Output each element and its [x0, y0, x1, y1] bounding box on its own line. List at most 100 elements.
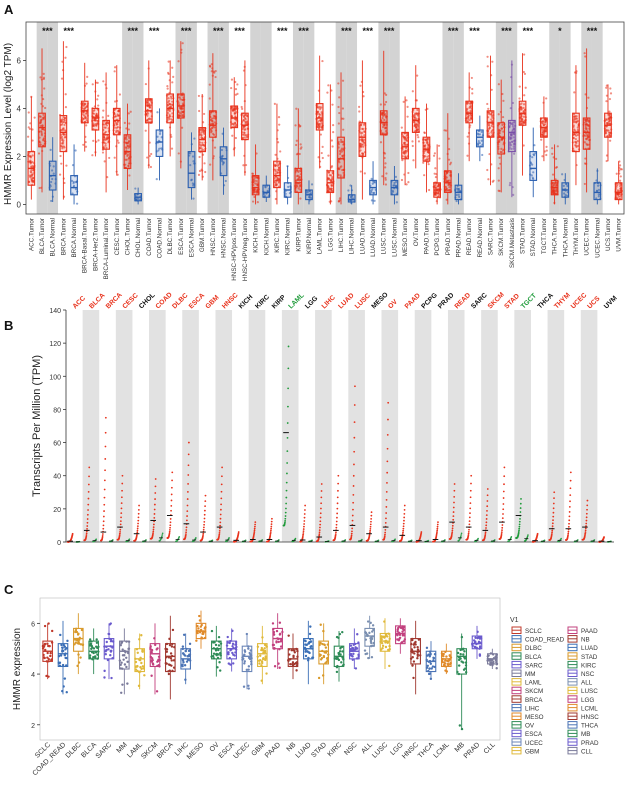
- data-point: [545, 149, 548, 152]
- tumor-point: [320, 490, 323, 492]
- data-point: [168, 115, 171, 118]
- x-tick-label: NB: [286, 741, 298, 753]
- data-point: [95, 114, 99, 118]
- box: [358, 122, 367, 157]
- tumor-point: [120, 502, 123, 505]
- tumor-point: [119, 528, 122, 531]
- x-tick-label: PRAD.Tumor: [445, 218, 452, 255]
- data-point: [126, 144, 129, 148]
- y-axis-title: HMMR expression: [12, 628, 23, 710]
- tumor-point: [87, 509, 89, 511]
- tumor-point: [517, 531, 520, 533]
- x-tick-label: READ.Normal: [477, 218, 484, 258]
- tumor-point: [136, 527, 139, 530]
- x-tick-label: KIRC: [327, 741, 344, 758]
- tumor-point: [352, 485, 355, 487]
- data-point: [498, 156, 501, 159]
- data-point: [605, 86, 608, 89]
- tumor-point: [185, 526, 188, 529]
- data-point: [63, 645, 67, 648]
- data-point: [91, 83, 94, 86]
- tumor-point: [369, 525, 372, 528]
- tumor-point: [152, 532, 154, 534]
- tumor-point: [287, 367, 290, 370]
- y-tick-label: 100: [49, 374, 61, 381]
- data-point: [170, 135, 173, 138]
- tumor-point: [569, 479, 572, 482]
- data-point: [327, 171, 330, 174]
- shade-band: [303, 22, 315, 214]
- cancer-label: BLCA: [88, 292, 106, 310]
- tumor-point: [551, 525, 554, 528]
- tumor-point: [370, 514, 373, 517]
- data-point: [337, 653, 341, 656]
- data-point: [171, 100, 174, 103]
- data-point: [167, 109, 170, 112]
- data-point: [583, 182, 586, 186]
- tumor-point: [302, 532, 305, 534]
- tumor-point: [452, 515, 455, 518]
- data-point: [241, 107, 244, 110]
- data-point: [227, 662, 231, 665]
- tumor-point: [320, 496, 323, 499]
- data-point: [146, 104, 149, 107]
- data-point: [96, 81, 99, 84]
- tumor-point: [335, 526, 338, 529]
- tumor-point: [202, 532, 205, 535]
- data-point: [360, 143, 363, 146]
- data-point: [358, 110, 361, 113]
- data-point: [501, 115, 505, 119]
- significance-stars: ***: [587, 26, 598, 36]
- data-point: [208, 83, 211, 86]
- data-point: [214, 75, 217, 79]
- tumor-point: [152, 528, 155, 531]
- box: [337, 136, 345, 179]
- data-point: [93, 124, 96, 127]
- tumor-point: [351, 514, 354, 517]
- tumor-point: [335, 520, 338, 523]
- data-point: [84, 145, 88, 148]
- x-tick-label: PRAD.Normal: [455, 218, 462, 258]
- data-point: [117, 141, 120, 144]
- data-point: [318, 126, 321, 129]
- data-point: [181, 111, 185, 114]
- significance-stars: ***: [448, 26, 459, 36]
- data-point: [212, 654, 215, 658]
- tumor-point: [569, 494, 572, 496]
- data-point: [74, 149, 77, 152]
- data-point: [236, 92, 239, 95]
- data-point: [261, 661, 264, 665]
- tumor-point: [451, 524, 454, 527]
- data-point: [338, 96, 341, 99]
- tumor-point: [585, 512, 588, 515]
- tumor-point: [218, 531, 221, 534]
- data-point: [328, 187, 331, 191]
- data-point: [210, 63, 213, 66]
- data-point: [155, 648, 158, 651]
- cancer-label: UCS: [586, 295, 601, 310]
- x-tick-label: PAAD: [264, 741, 282, 759]
- data-point: [234, 136, 237, 140]
- data-point: [72, 182, 75, 185]
- data-point: [167, 71, 170, 74]
- tumor-point: [567, 534, 569, 537]
- shade-band: [248, 310, 266, 542]
- tumor-point: [253, 529, 256, 532]
- tumor-point: [170, 509, 172, 512]
- data-point: [276, 141, 280, 144]
- data-point: [33, 116, 36, 119]
- tumor-point: [384, 533, 386, 536]
- tumor-point: [337, 482, 340, 485]
- normal-point: [161, 534, 164, 536]
- tumor-point: [502, 503, 505, 505]
- tumor-point: [337, 489, 339, 492]
- data-point: [43, 624, 47, 628]
- tumor-point: [386, 471, 389, 474]
- data-point: [363, 134, 366, 137]
- data-point: [299, 176, 302, 179]
- tumor-point: [287, 345, 290, 348]
- tumor-point: [119, 523, 122, 526]
- tumor-point: [501, 526, 504, 529]
- data-point: [327, 177, 330, 180]
- data-point: [27, 126, 30, 129]
